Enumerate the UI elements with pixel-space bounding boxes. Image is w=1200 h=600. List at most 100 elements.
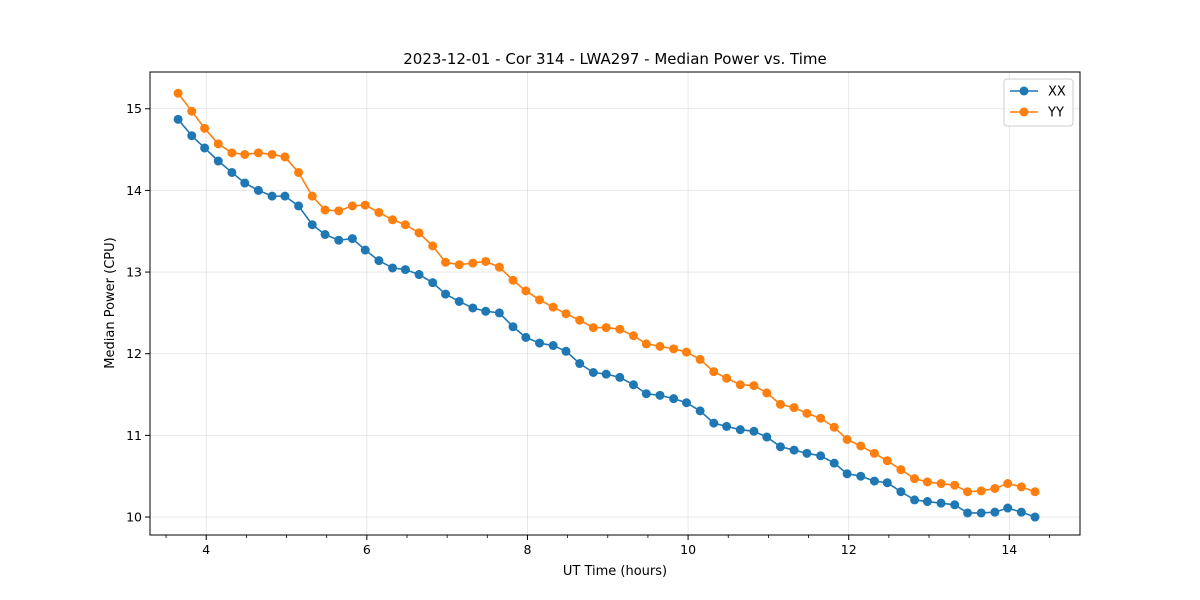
data-point-yy (468, 258, 478, 268)
data-point-yy (481, 256, 491, 266)
data-point-yy (347, 201, 357, 211)
data-point-yy (669, 344, 679, 354)
data-point-yy (508, 275, 518, 285)
data-point-xx (588, 368, 598, 378)
data-point-xx (749, 426, 759, 436)
data-point-xx (1003, 503, 1013, 513)
data-point-xx (990, 507, 1000, 517)
plot-area-frame (149, 71, 1081, 536)
legend: XX YY (1003, 78, 1074, 127)
data-point-yy (428, 241, 438, 251)
series-xx (173, 114, 1040, 522)
data-point-yy (856, 441, 866, 451)
data-point-xx (334, 235, 344, 245)
data-point-yy (802, 408, 812, 418)
data-point-xx (294, 201, 304, 211)
data-point-yy (963, 487, 973, 497)
data-point-yy (561, 309, 571, 319)
data-point-yy (548, 302, 558, 312)
data-point-xx (601, 369, 611, 379)
legend-label: YY (1047, 106, 1064, 121)
data-point-xx (963, 508, 973, 518)
data-point-yy (494, 262, 504, 272)
x-tick-label: 12 (841, 542, 857, 557)
data-point-yy (641, 339, 651, 349)
data-point-xx (454, 296, 464, 306)
data-point-yy (320, 205, 330, 215)
data-point-yy (1030, 487, 1040, 497)
data-point-yy (775, 399, 785, 409)
data-point-xx (816, 451, 826, 461)
data-point-xx (722, 421, 732, 431)
data-point-xx (307, 220, 317, 230)
data-point-xx (655, 390, 665, 400)
data-point-xx (481, 306, 491, 316)
data-point-yy (1016, 482, 1026, 492)
data-point-yy (749, 381, 759, 391)
data-point-yy (816, 413, 826, 423)
legend-item-yy: YY (1010, 106, 1064, 121)
data-point-yy (388, 215, 398, 225)
data-point-xx (561, 346, 571, 356)
data-point-xx (842, 469, 852, 479)
data-point-yy (842, 434, 852, 444)
data-point-yy (762, 388, 772, 398)
legend-marker (1019, 86, 1029, 96)
data-point-xx (789, 445, 799, 455)
data-point-xx (1016, 507, 1026, 517)
data-point-xx (910, 495, 920, 505)
data-point-yy (213, 139, 223, 149)
data-point-yy (374, 207, 384, 217)
data-point-xx (669, 394, 679, 404)
data-point-xx (280, 191, 290, 201)
series-yy (173, 88, 1040, 497)
data-point-xx (468, 303, 478, 313)
data-point-xx (388, 263, 398, 273)
data-point-xx (213, 156, 223, 166)
data-point-yy (655, 341, 665, 351)
y-tick-label: 14 (126, 183, 142, 198)
data-point-xx (227, 167, 237, 177)
data-point-yy (280, 152, 290, 162)
data-point-xx (414, 270, 424, 280)
data-point-xx (709, 418, 719, 428)
data-point-xx (856, 471, 866, 481)
data-point-xx (374, 256, 384, 266)
data-point-xx (735, 425, 745, 435)
data-point-yy (882, 456, 892, 466)
data-point-yy (227, 148, 237, 158)
x-axis-label: UT Time (hours) (563, 564, 667, 579)
data-point-xx (400, 265, 410, 275)
data-point-yy (588, 323, 598, 333)
data-point-xx (762, 432, 772, 442)
data-point-xx (775, 442, 785, 452)
data-point-yy (922, 477, 932, 487)
data-point-xx (187, 131, 197, 141)
data-point-yy (695, 354, 705, 364)
data-point-xx (267, 191, 277, 201)
data-point-xx (240, 178, 250, 188)
chart-title: 2023-12-01 - Cor 314 - LWA297 - Median P… (403, 50, 827, 68)
data-point-xx (200, 143, 210, 153)
legend-item-xx: XX (1010, 85, 1066, 100)
data-point-xx (829, 458, 839, 468)
data-point-xx (882, 478, 892, 488)
data-point-xx (896, 487, 906, 497)
y-tick-label: 10 (126, 510, 142, 525)
data-point-yy (521, 286, 531, 296)
data-point-yy (414, 228, 424, 238)
data-point-xx (253, 185, 263, 195)
y-tick-label: 12 (126, 346, 142, 361)
data-point-xx (695, 406, 705, 416)
data-point-xx (641, 389, 651, 399)
data-point-yy (601, 323, 611, 333)
data-point-xx (976, 508, 986, 518)
y-axis-label: Median Power (CPU) (103, 237, 118, 368)
data-point-xx (347, 234, 357, 244)
data-point-yy (307, 191, 317, 201)
data-point-yy (615, 324, 625, 334)
data-point-xx (1030, 512, 1040, 522)
data-point-xx (494, 308, 504, 318)
data-point-xx (950, 500, 960, 510)
data-point-yy (253, 148, 263, 158)
